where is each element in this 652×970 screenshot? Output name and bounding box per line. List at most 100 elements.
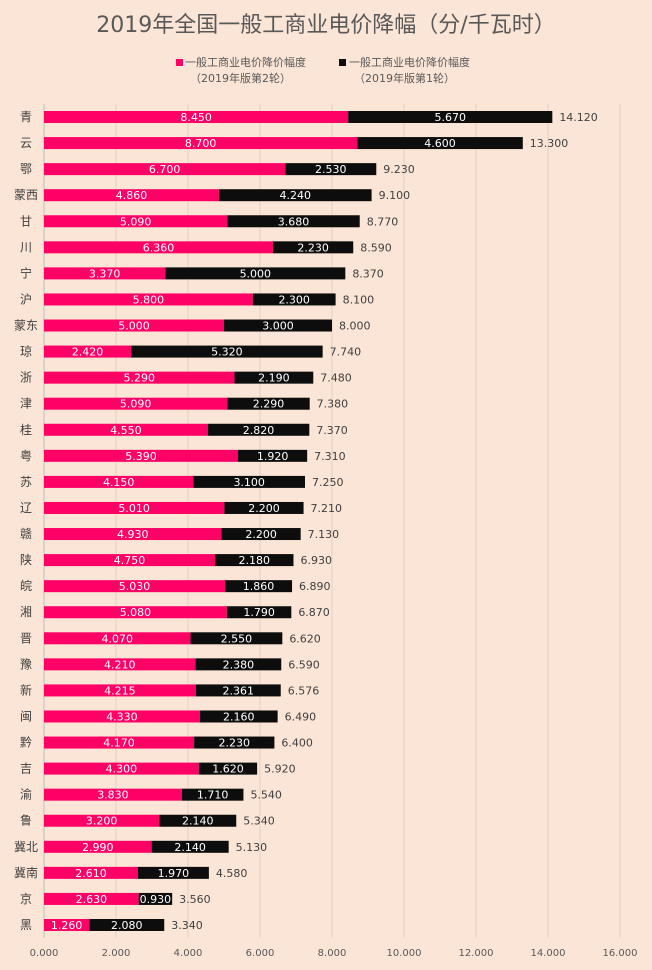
- total-label: 7.310: [314, 450, 346, 463]
- data-label: 2.200: [248, 502, 280, 515]
- data-label: 4.860: [116, 189, 148, 202]
- data-label: 2.140: [174, 841, 206, 854]
- total-label: 8.590: [360, 241, 392, 254]
- bar-segment: [44, 319, 224, 332]
- data-label: 5.800: [133, 293, 165, 306]
- bar-segment: [221, 528, 301, 541]
- data-label: 4.070: [102, 632, 134, 645]
- data-label: 2.630: [76, 893, 108, 906]
- chart-title: 2019年全国一般工商业电价降幅（分/千瓦时）: [96, 13, 555, 38]
- data-label: 1.620: [212, 763, 244, 776]
- bar-segment: [44, 241, 273, 254]
- data-label: 3.000: [262, 320, 294, 333]
- bar-segment: [234, 371, 314, 384]
- bar-segment: [44, 423, 208, 436]
- category-label: 津: [20, 397, 32, 411]
- bar-segment: [44, 137, 358, 150]
- category-label: 闽: [20, 709, 32, 723]
- bar-segment: [44, 475, 194, 488]
- bar-segment: [44, 736, 195, 749]
- data-label: 3.100: [233, 476, 265, 489]
- x-tick-label: 8.000: [318, 948, 347, 959]
- category-label: 湘: [20, 604, 32, 619]
- bar-segment: [224, 501, 304, 514]
- bar-segment: [159, 814, 237, 827]
- total-label: 3.340: [171, 919, 203, 932]
- bar-segment: [44, 866, 138, 879]
- data-label: 3.200: [86, 815, 118, 828]
- bar-segment: [44, 554, 215, 567]
- legend-sublabel-series-1: （2019年版第1轮）: [354, 71, 455, 85]
- data-label: 5.000: [240, 267, 272, 280]
- bar-segment: [44, 580, 226, 593]
- bar-segment: [44, 840, 152, 853]
- bar-segment: [44, 189, 219, 202]
- total-label: 13.300: [530, 137, 569, 150]
- bar-segment: [357, 137, 523, 150]
- total-label: 7.480: [320, 372, 352, 385]
- total-label: 7.740: [330, 346, 362, 359]
- data-label: 5.090: [120, 215, 152, 228]
- category-label: 冀北: [14, 840, 38, 854]
- data-label: 2.610: [75, 867, 107, 880]
- legend: 一般工商业电价降价幅度 （2019年版第2轮） 一般工商业电价降价幅度 （201…: [176, 55, 470, 85]
- bar-segment: [348, 111, 553, 123]
- bar-segment: [218, 189, 372, 202]
- data-label: 2.190: [258, 372, 290, 385]
- category-label: 云: [20, 136, 32, 150]
- bar-segment: [44, 163, 286, 176]
- data-label: 2.230: [297, 241, 329, 254]
- total-label: 8.370: [352, 267, 384, 280]
- data-label: 4.215: [104, 684, 136, 697]
- data-label: 2.420: [72, 346, 104, 359]
- bar-segment: [215, 554, 294, 567]
- category-label: 琼: [20, 344, 32, 359]
- category-label: 蒙西: [14, 188, 38, 202]
- bar-segment: [44, 892, 139, 905]
- total-label: 3.560: [179, 893, 211, 906]
- data-label: 5.080: [120, 606, 152, 619]
- data-label: 2.300: [278, 293, 310, 306]
- data-label: 3.830: [97, 789, 129, 802]
- data-label: 4.750: [114, 554, 146, 567]
- total-label: 6.930: [300, 554, 332, 567]
- bar-segment: [224, 319, 332, 332]
- total-label: 7.130: [308, 528, 340, 541]
- data-label: 2.550: [221, 632, 253, 645]
- data-label: 4.150: [103, 476, 135, 489]
- total-label: 7.250: [312, 476, 344, 489]
- bar-segment: [190, 632, 283, 645]
- bar-segment: [151, 840, 229, 853]
- total-label: 6.870: [298, 606, 330, 619]
- category-label: 皖: [20, 579, 32, 593]
- data-label: 1.920: [257, 450, 289, 463]
- bar-segment: [272, 241, 354, 254]
- category-label: 浙: [20, 371, 32, 385]
- bar-segment: [44, 267, 166, 280]
- total-label: 6.590: [288, 658, 320, 671]
- bar-segment: [44, 111, 349, 123]
- data-label: 2.200: [245, 528, 277, 541]
- data-label: 4.210: [104, 658, 136, 671]
- x-tick-label: 16.000: [603, 948, 638, 959]
- category-label: 黔: [20, 735, 32, 750]
- data-label: 1.260: [51, 919, 83, 932]
- total-label: 5.540: [250, 789, 282, 802]
- category-label: 宁: [20, 265, 32, 280]
- category-label: 苏: [20, 475, 32, 489]
- data-label: 4.300: [106, 763, 138, 776]
- bar-segment: [44, 371, 235, 384]
- bar-segment: [44, 215, 228, 228]
- legend-label-series-1: 一般工商业电价降价幅度: [349, 55, 470, 69]
- data-label: 4.170: [103, 737, 135, 750]
- x-tick-label: 12.000: [459, 948, 494, 959]
- category-label: 豫: [20, 657, 32, 671]
- data-label: 3.370: [89, 267, 121, 280]
- bar-segment: [252, 293, 336, 306]
- category-label: 陕: [20, 552, 32, 567]
- category-label: 京: [20, 892, 32, 906]
- category-label: 吉: [20, 762, 32, 776]
- bar-segment: [44, 710, 200, 723]
- data-label: 4.330: [106, 710, 138, 723]
